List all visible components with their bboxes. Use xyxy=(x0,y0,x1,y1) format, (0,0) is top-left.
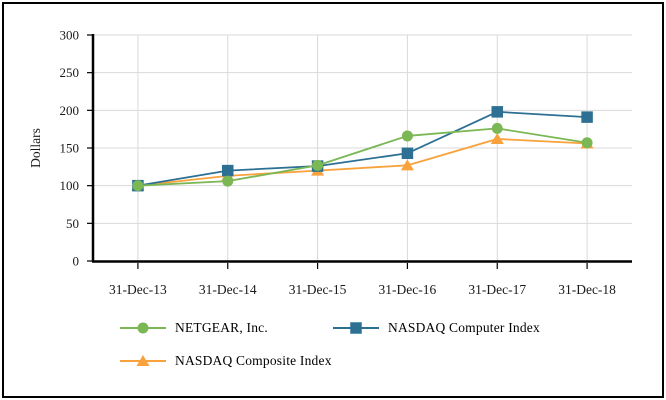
data-point-marker xyxy=(222,164,234,177)
legend-label-nasdaq-composite: NASDAQ Composite Index xyxy=(175,353,332,368)
data-point-marker xyxy=(491,122,503,134)
series-line xyxy=(137,138,588,187)
y-tick-label: 50 xyxy=(66,216,79,231)
y-tick-label: 300 xyxy=(60,28,80,43)
series-line xyxy=(137,110,588,187)
legend-marker-triangle-icon xyxy=(120,355,166,366)
data-point-marker xyxy=(581,137,593,149)
data-point-marker xyxy=(400,159,414,171)
x-axis-tick-labels: 31-Dec-13 31-Dec-14 31-Dec-15 31-Dec-16 31-D… xyxy=(109,282,616,297)
legend-item-netgear: NETGEAR, Inc. xyxy=(120,320,268,336)
legend-item-nasdaq-computer: NASDAQ Computer Index xyxy=(333,320,540,336)
y-tick-label: 250 xyxy=(60,65,80,80)
data-point-marker xyxy=(581,111,593,123)
legend-label-nasdaq-computer: NASDAQ Computer Index xyxy=(388,320,540,335)
tick-marks xyxy=(87,34,588,269)
x-tick-label: 31-Dec-16 xyxy=(379,282,437,297)
legend-marker-square-icon xyxy=(333,322,379,334)
legend-item-nasdaq-composite: NASDAQ Composite Index xyxy=(120,353,332,369)
y-tick-label: 0 xyxy=(73,254,80,269)
series-netgear-inc xyxy=(132,122,593,192)
legend-marker-circle-icon xyxy=(120,322,166,334)
legend-label-netgear: NETGEAR, Inc. xyxy=(175,320,268,335)
y-tick-label: 150 xyxy=(60,141,80,156)
series-line xyxy=(137,127,588,187)
y-axis-tick-labels: 0 50 100 150 200 250 300 xyxy=(60,28,80,269)
x-tick-label: 31-Dec-15 xyxy=(289,282,347,297)
data-point-marker xyxy=(132,180,144,192)
data-point-marker xyxy=(401,130,413,142)
y-tick-label: 200 xyxy=(60,103,80,118)
data-point-marker xyxy=(491,106,503,118)
data-point-marker xyxy=(312,159,324,171)
x-tick-label: 31-Dec-17 xyxy=(468,282,526,297)
y-axis-title: Dollars xyxy=(28,128,43,168)
x-tick-label: 31-Dec-18 xyxy=(558,282,616,297)
x-tick-label: 31-Dec-13 xyxy=(109,282,167,297)
y-tick-label: 100 xyxy=(60,178,80,193)
data-point-marker xyxy=(222,175,234,187)
data-point-marker xyxy=(401,147,414,160)
horizontal-gridlines xyxy=(93,34,632,224)
data-point-marker xyxy=(490,132,504,144)
axes xyxy=(91,34,632,263)
x-tick-label: 31-Dec-14 xyxy=(199,282,257,297)
